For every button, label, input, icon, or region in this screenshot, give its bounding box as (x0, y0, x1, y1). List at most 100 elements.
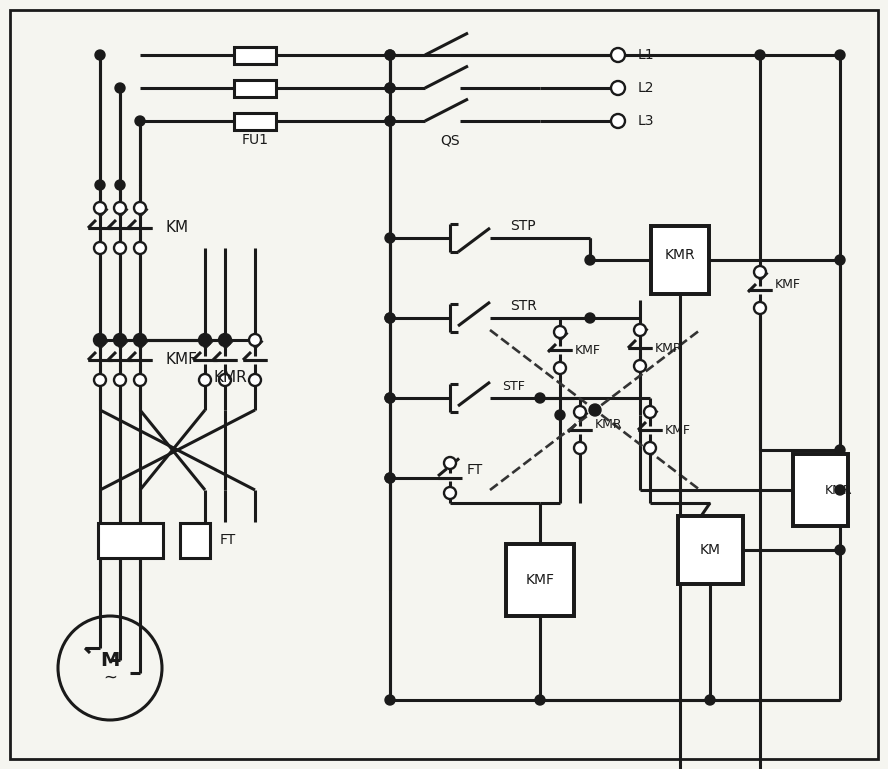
Circle shape (835, 485, 845, 495)
Circle shape (220, 335, 230, 345)
Circle shape (385, 50, 395, 60)
Circle shape (114, 334, 126, 346)
Circle shape (634, 360, 646, 372)
Circle shape (115, 180, 125, 190)
Circle shape (611, 114, 625, 128)
Circle shape (555, 410, 565, 420)
Circle shape (200, 335, 210, 345)
Text: KMR: KMR (655, 341, 683, 355)
Circle shape (835, 255, 845, 265)
Circle shape (385, 233, 395, 243)
Circle shape (385, 313, 395, 323)
Text: STF: STF (502, 379, 525, 392)
Circle shape (249, 374, 261, 386)
Circle shape (134, 202, 146, 214)
Text: QS: QS (440, 133, 460, 147)
Circle shape (94, 242, 106, 254)
Circle shape (199, 374, 211, 386)
Circle shape (385, 393, 395, 403)
Bar (234, 112, 276, 129)
Circle shape (94, 202, 106, 214)
Bar (234, 79, 276, 96)
Circle shape (95, 50, 105, 60)
Bar (678, 516, 742, 584)
Text: KMF: KMF (775, 278, 801, 291)
Circle shape (754, 266, 766, 278)
Text: L3: L3 (638, 114, 654, 128)
Circle shape (135, 116, 145, 126)
Circle shape (134, 334, 146, 346)
Text: FU1: FU1 (242, 133, 268, 147)
Text: ~: ~ (103, 669, 117, 687)
Text: STP: STP (510, 219, 535, 233)
Circle shape (705, 695, 715, 705)
Circle shape (554, 326, 566, 338)
Circle shape (94, 334, 106, 346)
Text: M: M (100, 651, 120, 670)
Circle shape (644, 442, 656, 454)
Circle shape (385, 473, 395, 483)
Bar (792, 454, 847, 526)
Circle shape (611, 48, 625, 62)
Circle shape (94, 374, 106, 386)
Circle shape (535, 393, 545, 403)
Text: KM: KM (700, 543, 720, 557)
Circle shape (385, 116, 395, 126)
Circle shape (385, 83, 395, 93)
Circle shape (589, 404, 601, 416)
Text: KMR: KMR (825, 484, 852, 497)
Bar (234, 46, 276, 64)
Circle shape (585, 313, 595, 323)
Circle shape (644, 406, 656, 418)
Circle shape (611, 81, 625, 95)
Circle shape (535, 695, 545, 705)
Text: KMR: KMR (213, 371, 247, 385)
Text: L1: L1 (638, 48, 654, 62)
Circle shape (444, 457, 456, 469)
Circle shape (385, 393, 395, 403)
Text: FT: FT (467, 463, 483, 477)
Circle shape (444, 487, 456, 499)
Circle shape (754, 302, 766, 314)
Circle shape (219, 334, 231, 346)
Circle shape (115, 83, 125, 93)
Circle shape (115, 335, 125, 345)
Text: KMF: KMF (665, 424, 691, 437)
Circle shape (135, 335, 145, 345)
Bar (651, 226, 709, 294)
Circle shape (385, 50, 395, 60)
Circle shape (114, 202, 126, 214)
Circle shape (574, 442, 586, 454)
Circle shape (835, 545, 845, 555)
Text: KMF: KMF (165, 352, 197, 368)
Circle shape (134, 374, 146, 386)
Circle shape (385, 116, 395, 126)
Text: KMR: KMR (595, 418, 622, 431)
Circle shape (385, 83, 395, 93)
Bar (506, 544, 574, 616)
Circle shape (835, 50, 845, 60)
Circle shape (385, 695, 395, 705)
Circle shape (634, 324, 646, 336)
Text: STR: STR (510, 299, 537, 313)
Circle shape (755, 50, 765, 60)
Circle shape (199, 334, 211, 346)
Circle shape (835, 445, 845, 455)
Text: L2: L2 (638, 81, 654, 95)
Text: KMF: KMF (575, 344, 601, 357)
Text: KMR: KMR (665, 248, 695, 262)
Circle shape (219, 374, 231, 386)
Bar (180, 522, 210, 558)
Circle shape (114, 374, 126, 386)
Text: KM: KM (165, 221, 188, 235)
Text: KMF: KMF (526, 573, 554, 587)
Circle shape (385, 313, 395, 323)
Text: FT: FT (220, 533, 236, 547)
Circle shape (95, 180, 105, 190)
Circle shape (114, 242, 126, 254)
Circle shape (585, 255, 595, 265)
Circle shape (249, 334, 261, 346)
Circle shape (134, 242, 146, 254)
Bar (98, 522, 163, 558)
Circle shape (554, 362, 566, 374)
